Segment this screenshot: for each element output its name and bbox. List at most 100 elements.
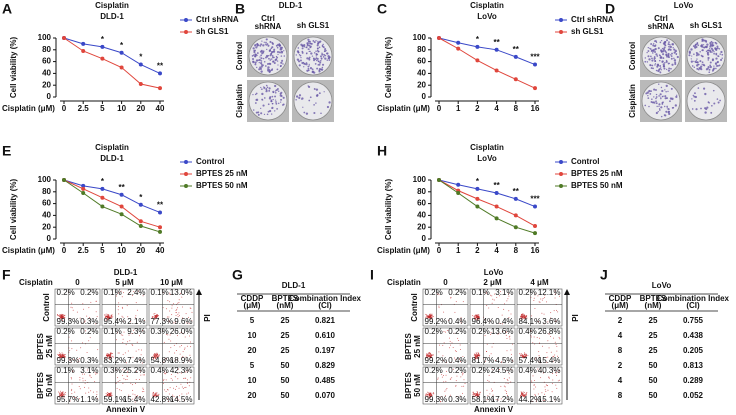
event-dot <box>82 380 84 382</box>
row-label: BPTES <box>404 372 413 399</box>
colony <box>716 47 719 50</box>
colony <box>262 52 265 54</box>
quadrant-percent: 26.0% <box>170 327 193 336</box>
y-tick-label: 40 <box>42 211 51 220</box>
table-cell: 50 <box>649 391 658 400</box>
colony <box>655 53 658 56</box>
event-dot <box>533 336 535 338</box>
colony <box>651 98 653 100</box>
table-title: LoVo <box>652 281 672 290</box>
colony <box>696 42 699 45</box>
colony <box>665 54 668 57</box>
colony <box>301 45 304 47</box>
quadrant-percent: 1.1% <box>80 395 98 404</box>
event-dot <box>525 354 527 356</box>
colony <box>707 56 710 60</box>
table-cell: 25 <box>281 346 290 355</box>
event-dot <box>524 315 526 317</box>
event-dot <box>475 392 477 394</box>
event-dot <box>521 356 523 358</box>
data-point <box>158 71 162 76</box>
event-dot <box>477 315 479 317</box>
event-dot <box>179 353 181 355</box>
event-dot <box>542 372 544 374</box>
column-label: Ctrl <box>654 14 668 23</box>
colony <box>703 46 706 49</box>
data-point <box>100 195 105 200</box>
event-dot <box>503 377 505 379</box>
event-dot <box>427 391 429 393</box>
event-dot <box>520 317 522 319</box>
event-dot <box>61 353 63 355</box>
colony <box>270 99 272 101</box>
colony <box>719 53 721 55</box>
y-tick-label: 60 <box>417 199 426 208</box>
colony <box>647 55 650 58</box>
event-dot <box>487 395 489 397</box>
event-dot <box>158 354 160 356</box>
quadrant-percent: 57.4% <box>519 356 542 365</box>
event-dot <box>429 357 431 359</box>
colony <box>271 51 273 53</box>
colony <box>307 85 309 87</box>
event-dot <box>499 368 501 370</box>
event-dot <box>71 378 73 380</box>
row-label: 25 nM <box>45 335 54 358</box>
data-point <box>475 186 480 191</box>
event-dot <box>76 361 78 363</box>
colony <box>701 49 704 52</box>
colony <box>280 48 283 51</box>
legend-label: BPTES 25 nM <box>196 169 248 178</box>
event-dot <box>104 316 106 318</box>
colony <box>295 98 297 101</box>
event-dot <box>142 330 144 332</box>
event-dot <box>445 370 447 372</box>
event-dot <box>122 316 124 318</box>
colony <box>274 84 277 88</box>
event-dot <box>151 393 153 395</box>
data-point <box>100 44 105 49</box>
event-dot <box>142 374 144 376</box>
event-dot <box>540 377 542 379</box>
event-dot <box>176 397 178 399</box>
colony <box>269 59 272 61</box>
event-dot <box>90 390 92 392</box>
colony <box>252 93 254 96</box>
plot-frame <box>101 288 148 327</box>
colony <box>278 102 280 105</box>
colony <box>650 43 653 45</box>
event-dot <box>83 386 85 388</box>
table-cell: 50 <box>281 361 290 370</box>
significance-mark: * <box>139 53 143 62</box>
quadrant-percent: 24.5% <box>491 366 514 375</box>
colony <box>303 66 305 68</box>
event-dot <box>477 314 479 316</box>
colony <box>276 87 279 90</box>
colony <box>317 40 319 43</box>
colony <box>661 89 664 93</box>
table-cell: 20 <box>248 346 257 355</box>
colony <box>313 59 316 62</box>
event-dot <box>507 383 509 385</box>
colony <box>662 101 664 104</box>
colony <box>662 53 665 56</box>
event-dot <box>185 356 187 358</box>
event-dot <box>531 380 533 382</box>
data-point <box>475 204 480 209</box>
event-dot <box>131 295 133 297</box>
event-dot <box>559 295 561 297</box>
quadrant-percent: 0.2% <box>80 327 98 336</box>
event-dot <box>56 314 58 316</box>
event-dot <box>554 290 556 292</box>
event-dot <box>538 361 540 363</box>
event-dot <box>484 360 486 362</box>
x-tick-label: 5 <box>100 246 105 255</box>
colony <box>658 103 661 106</box>
event-dot <box>541 312 543 314</box>
y-tick-label: 20 <box>417 222 426 231</box>
colony <box>308 63 310 65</box>
event-dot <box>425 357 427 359</box>
event-dot <box>441 374 443 376</box>
colony <box>259 66 262 69</box>
colony <box>710 111 713 114</box>
